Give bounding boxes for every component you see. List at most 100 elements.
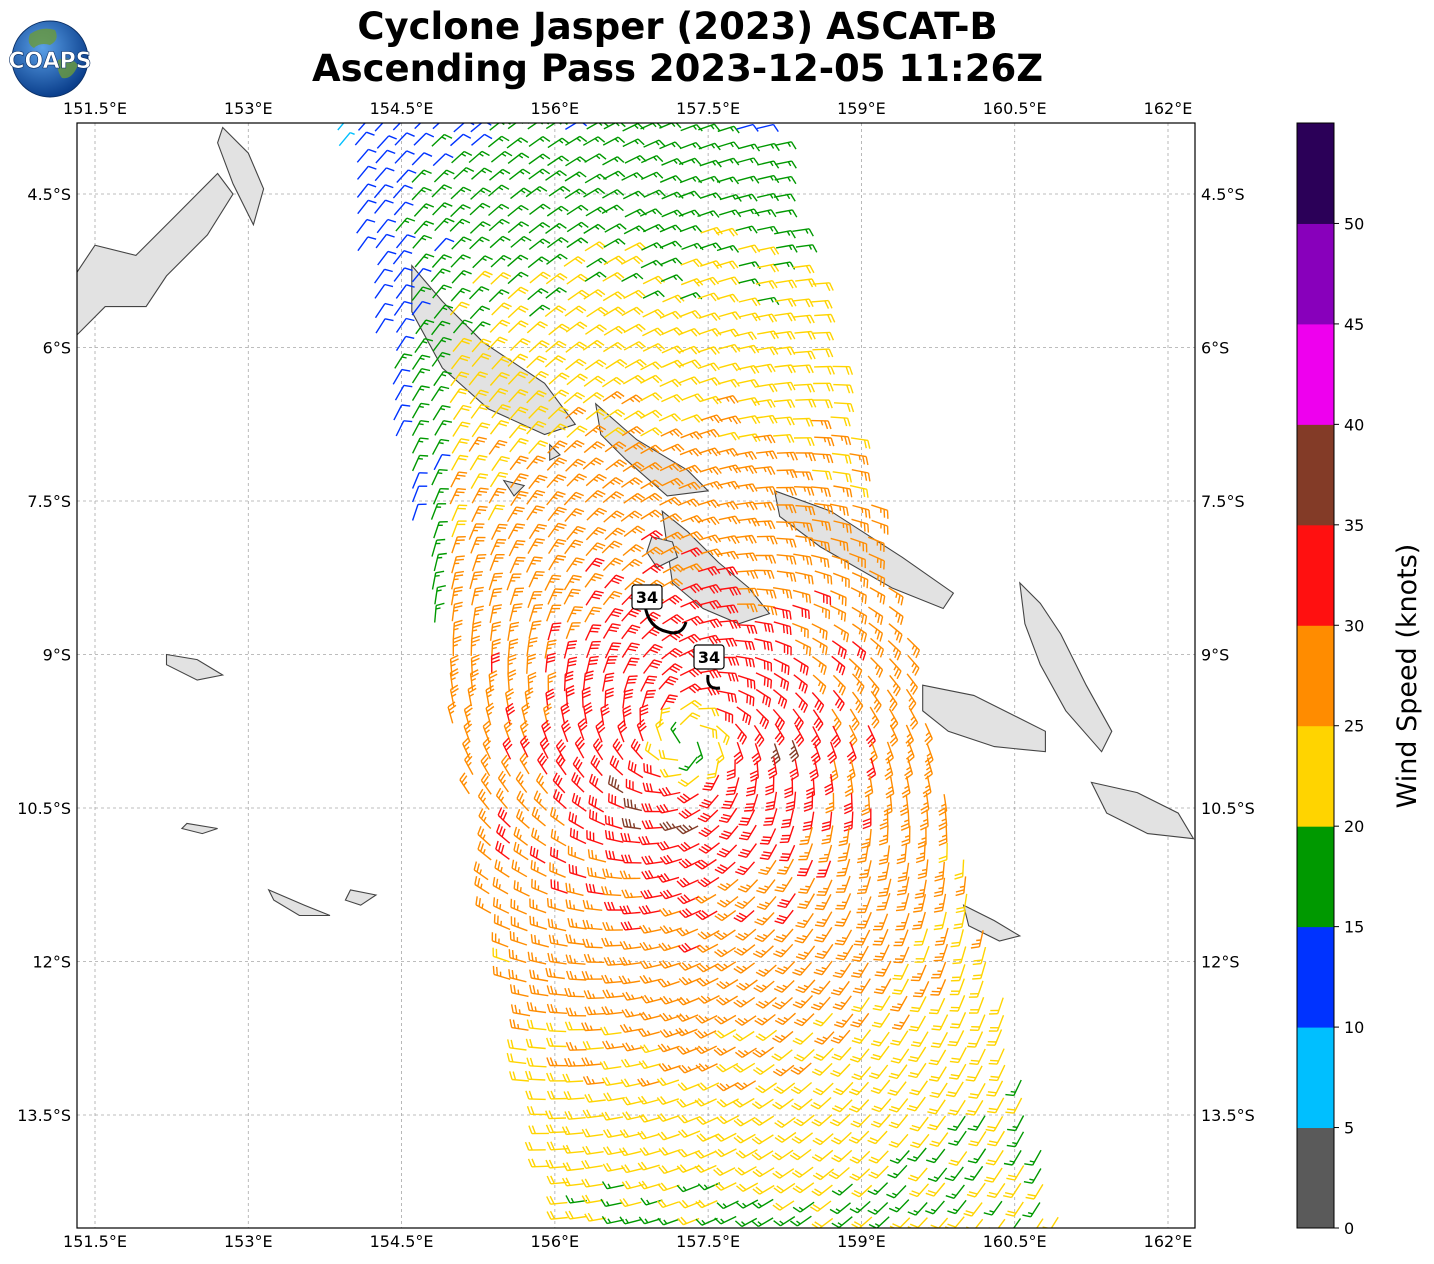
wind-barb (900, 809, 910, 831)
wind-barb (843, 811, 854, 832)
wind-barb (412, 234, 433, 249)
wind-barb (790, 1062, 812, 1075)
wind-barb (754, 1013, 776, 1026)
wind-barb (525, 1038, 546, 1050)
wind-barb (870, 1031, 890, 1047)
wind-barb (393, 404, 411, 421)
wind-barb (659, 224, 683, 233)
wind-barb (945, 1081, 964, 1098)
lat-tick-right: 13.5°S (1201, 1106, 1255, 1125)
wind-barb (609, 755, 624, 776)
wind-barb (725, 777, 740, 796)
wind-barb (794, 486, 815, 496)
wind-barb (834, 910, 852, 927)
wind-barb (431, 320, 451, 336)
lon-tick-top: 160.5°E (983, 99, 1047, 118)
wind-barb (547, 155, 570, 167)
wind-barb (657, 1043, 680, 1053)
wind-barb (604, 815, 623, 830)
wind-barb (833, 485, 853, 498)
wind-barb (585, 557, 605, 572)
wind-barb (434, 602, 445, 623)
wind-barb (811, 1062, 833, 1076)
wind-barb (735, 861, 756, 876)
wind-barb (906, 673, 918, 695)
wind-barb (546, 457, 568, 471)
lat-tick-right: 6°S (1201, 339, 1229, 358)
land-new-britain (77, 172, 234, 336)
wind-barb (833, 1013, 854, 1028)
wind-barb (539, 736, 550, 759)
wind-barb (677, 841, 700, 852)
wind-barb (604, 574, 625, 589)
wind-barb (621, 426, 644, 437)
wind-barb (810, 996, 831, 1011)
wind-barb (753, 399, 776, 409)
wind-barb (602, 476, 624, 489)
wind-barb (774, 909, 794, 925)
wind-barb (602, 868, 622, 880)
wind-barb (680, 599, 703, 610)
wind-barb (525, 556, 543, 573)
wind-barb (714, 1028, 737, 1039)
wind-barb (602, 189, 625, 199)
wind-barb (621, 477, 643, 488)
wind-barb (507, 152, 530, 164)
wind-barb (393, 300, 413, 316)
wind-barb (622, 374, 646, 385)
wind-barb (869, 741, 878, 764)
wind-barb (546, 985, 567, 996)
wind-barb (774, 1012, 796, 1026)
wind-barb (622, 657, 640, 674)
wind-barb (745, 776, 758, 797)
wind-barb (829, 604, 847, 622)
wind-barb (393, 201, 414, 216)
wind-barb (582, 1075, 605, 1085)
wind-barb (354, 131, 375, 146)
wind-barb (414, 253, 435, 268)
wind-barb (792, 298, 814, 308)
wind-barb (793, 383, 816, 393)
colorbar-segment (1297, 1027, 1334, 1129)
wind-barb (851, 1066, 872, 1081)
wind-barb (821, 825, 834, 845)
lon-tick-top: 151.5°E (63, 99, 127, 118)
wind-barb (601, 540, 623, 554)
wind-barb (550, 828, 567, 847)
wind-barb (853, 929, 871, 946)
wind-barb (603, 409, 626, 420)
wind-barb (753, 1064, 775, 1075)
wind-barb (604, 223, 627, 233)
wind-barb (434, 585, 446, 605)
wind-barb (583, 441, 606, 454)
wind-barb (694, 1045, 718, 1055)
wind-barb (395, 317, 415, 333)
wind-barb (733, 996, 756, 1008)
wind-barb (814, 436, 835, 447)
wind-barb (716, 604, 739, 614)
wind-barb (856, 844, 869, 864)
wind-barb (773, 621, 792, 636)
wind-barb (660, 694, 678, 711)
wind-barb (588, 794, 605, 813)
wind-barb (699, 192, 723, 200)
wind-barb (547, 952, 567, 965)
wind-barb (867, 536, 885, 552)
wind-barb (912, 981, 930, 998)
wind-barb (774, 364, 796, 374)
wind-barb (831, 655, 846, 676)
wind-barb (718, 825, 739, 840)
wind-barb (987, 1130, 1006, 1147)
wind-barb (867, 675, 880, 697)
wind-barb (488, 487, 507, 504)
wind-barb (620, 832, 641, 844)
wind-barb (933, 893, 947, 913)
wind-barb (677, 942, 701, 953)
wind-barb (656, 1113, 680, 1122)
wind-barb (508, 424, 529, 439)
wind-barb (798, 877, 816, 894)
wind-barb (659, 378, 682, 388)
wind-barb (697, 876, 720, 888)
wind-barb (658, 786, 681, 797)
wind-barb (659, 925, 682, 934)
